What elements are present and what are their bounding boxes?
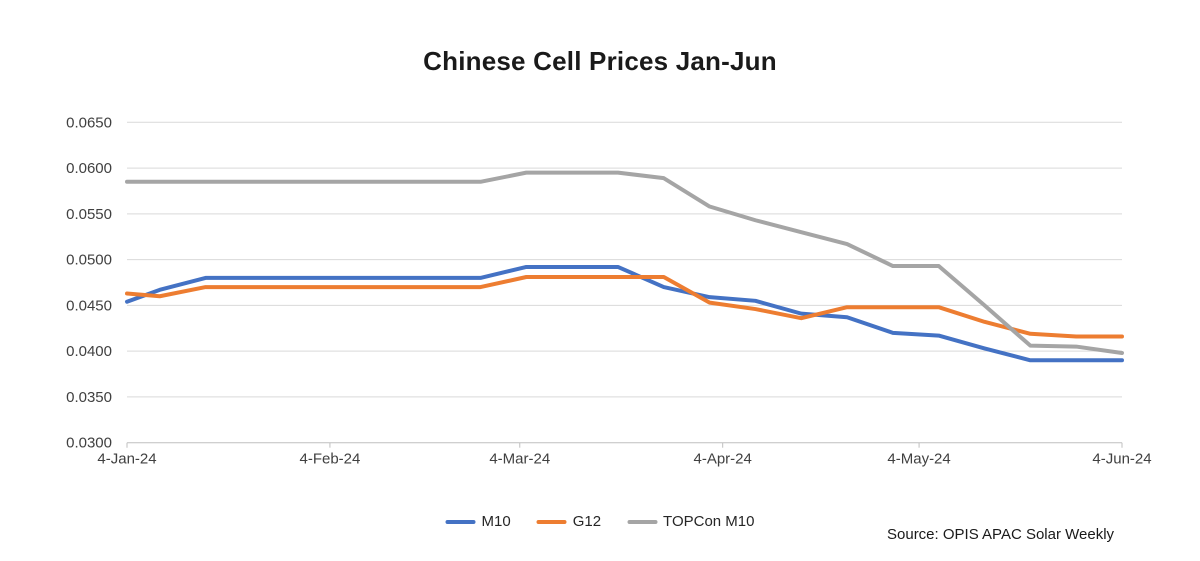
y-axis-label-0.0450: 0.0450 — [66, 297, 112, 314]
y-axis-label-0.0550: 0.0550 — [66, 206, 112, 223]
x-axis-label-4-jun-24: 4-Jun-24 — [1092, 451, 1151, 468]
series-line-m10 — [125, 264, 1124, 363]
y-axis-label-0.0500: 0.0500 — [66, 252, 112, 269]
series-line-topcon-m10 — [125, 170, 1124, 355]
y-axis-label-0.0650: 0.0650 — [66, 114, 112, 131]
legend-swatch-topcon-m10 — [627, 519, 658, 524]
y-axis-label-0.0600: 0.0600 — [66, 160, 112, 177]
legend-item-g12: G12 — [536, 513, 602, 530]
y-axis-label-0.0350: 0.0350 — [66, 389, 112, 406]
chart-legend: M10 G12 TOPCon M10 — [445, 513, 754, 530]
legend-swatch-m10 — [445, 519, 476, 524]
legend-swatch-g12 — [536, 519, 567, 524]
x-axis-label-4-jan-24: 4-Jan-24 — [97, 451, 156, 468]
x-axis-label-4-may-24: 4-May-24 — [887, 451, 950, 468]
legend-item-m10: M10 — [445, 513, 511, 530]
legend-label-g12: G12 — [572, 513, 602, 530]
y-axis-label-0.0300: 0.0300 — [66, 435, 112, 452]
legend-label-topcon-m10: TOPCon M10 — [663, 513, 755, 530]
series-line-g12 — [125, 275, 1124, 339]
legend-item-topcon-m10: TOPCon M10 — [627, 513, 754, 530]
x-axis-label-4-feb-24: 4-Feb-24 — [299, 451, 360, 468]
x-axis-label-4-mar-24: 4-Mar-24 — [489, 451, 550, 468]
chart-title: Chinese Cell Prices Jan-Jun — [423, 46, 777, 76]
legend-label-m10: M10 — [481, 513, 511, 530]
x-axis-label-4-apr-24: 4-Apr-24 — [694, 451, 752, 468]
source-note: Source: OPIS APAC Solar Weekly — [887, 526, 1115, 543]
y-axis-label-0.0400: 0.0400 — [66, 343, 112, 360]
